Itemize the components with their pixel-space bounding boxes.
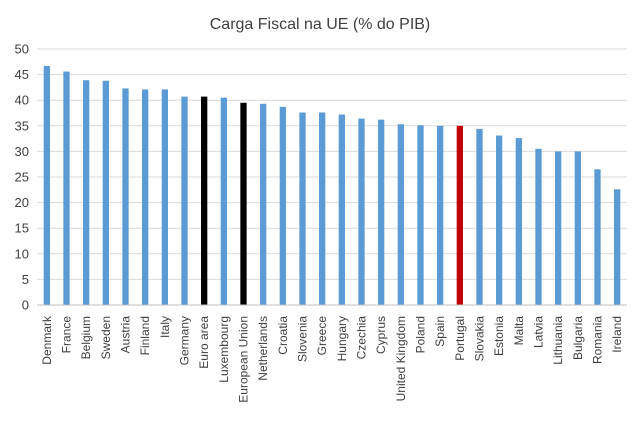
x-tick-label: Latvia bbox=[532, 316, 546, 348]
y-tick-label: 25 bbox=[15, 170, 29, 185]
y-tick-label: 20 bbox=[15, 195, 29, 210]
y-tick-label: 10 bbox=[15, 246, 29, 261]
bar-portugal bbox=[456, 125, 463, 305]
bar-germany bbox=[181, 96, 188, 305]
x-tick-label: Italy bbox=[158, 316, 172, 338]
chart-title: Carga Fiscal na UE (% do PIB) bbox=[210, 16, 431, 33]
bar-italy bbox=[161, 89, 168, 305]
bar-spain bbox=[437, 125, 444, 305]
x-tick-label: European Union bbox=[237, 316, 251, 403]
x-tick-label: Slovakia bbox=[473, 316, 487, 362]
bar-euro-area bbox=[201, 96, 208, 305]
x-tick-label: Luxembourg bbox=[217, 316, 231, 383]
x-tick-label: Euro area bbox=[197, 316, 211, 369]
gridlines bbox=[37, 48, 627, 280]
bar-lithuania bbox=[555, 151, 562, 305]
bar-finland bbox=[142, 89, 149, 305]
bar-denmark bbox=[43, 65, 50, 305]
x-tick-label: Croatia bbox=[276, 316, 290, 355]
bar-austria bbox=[122, 88, 129, 305]
bar-sweden bbox=[102, 80, 109, 305]
y-tick-label: 45 bbox=[15, 67, 29, 82]
x-tick-label: United Kingdom bbox=[394, 316, 408, 401]
x-tick-label: Germany bbox=[178, 316, 192, 365]
x-tick-label: Portugal bbox=[453, 316, 467, 361]
bar-united-kingdom bbox=[397, 124, 404, 305]
bar-estonia bbox=[496, 135, 503, 305]
bar-croatia bbox=[279, 106, 286, 305]
x-tick-label: Bulgaria bbox=[571, 316, 585, 360]
x-tick-label: Romania bbox=[591, 316, 605, 364]
bar-poland bbox=[417, 125, 424, 306]
bar-latvia bbox=[535, 148, 542, 305]
bar-czechia bbox=[358, 118, 365, 305]
x-tick-label: Netherlands bbox=[256, 316, 270, 381]
bar-romania bbox=[594, 169, 601, 305]
x-tick-label: Greece bbox=[315, 316, 329, 356]
bar-bulgaria bbox=[574, 151, 581, 305]
bar-greece bbox=[319, 112, 326, 305]
x-axis-ticks: Denmark France Belgium Sweden Austria Finland… bbox=[40, 315, 624, 403]
bar-hungary bbox=[338, 114, 345, 305]
y-tick-label: 0 bbox=[22, 298, 29, 313]
y-tick-label: 40 bbox=[15, 93, 29, 108]
y-tick-label: 5 bbox=[22, 272, 29, 287]
x-tick-label: Spain bbox=[433, 316, 447, 347]
x-tick-label: Sweden bbox=[99, 316, 113, 359]
x-tick-label: Ireland bbox=[610, 316, 624, 353]
bar-ireland bbox=[614, 189, 621, 305]
x-tick-label: Cyprus bbox=[374, 316, 388, 354]
x-tick-label: Slovenia bbox=[296, 316, 310, 362]
y-tick-label: 30 bbox=[15, 144, 29, 159]
bar-france bbox=[63, 71, 70, 305]
x-tick-label: Lithuania bbox=[551, 316, 565, 365]
bar-european-union bbox=[240, 102, 247, 305]
x-tick-label: Finland bbox=[138, 316, 152, 355]
x-tick-label: France bbox=[60, 316, 74, 354]
x-tick-label: Malta bbox=[512, 316, 526, 346]
bar-netherlands bbox=[260, 103, 267, 305]
bar-malta bbox=[515, 138, 522, 305]
x-tick-label: Estonia bbox=[492, 316, 506, 356]
x-tick-label: Belgium bbox=[79, 316, 93, 359]
bars bbox=[43, 65, 621, 306]
x-tick-label: Czechia bbox=[355, 316, 369, 360]
bar-luxembourg bbox=[220, 97, 227, 305]
y-tick-label: 15 bbox=[15, 221, 29, 236]
x-tick-label: Poland bbox=[414, 316, 428, 353]
y-axis-ticks: 0 5 10 15 20 25 30 35 40 45 50 bbox=[15, 42, 29, 313]
x-tick-label: Denmark bbox=[40, 315, 54, 365]
bar-slovenia bbox=[299, 112, 306, 305]
x-tick-label: Austria bbox=[119, 316, 133, 354]
y-tick-label: 50 bbox=[15, 42, 29, 57]
bar-belgium bbox=[83, 80, 90, 306]
bar-slovakia bbox=[476, 128, 483, 305]
y-tick-label: 35 bbox=[15, 118, 29, 133]
bar-cyprus bbox=[378, 119, 385, 305]
x-tick-label: Hungary bbox=[335, 316, 349, 361]
